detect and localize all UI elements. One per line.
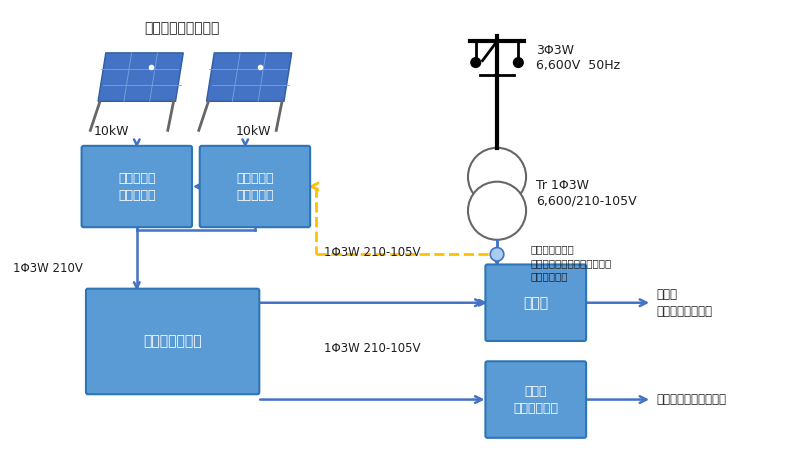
FancyBboxPatch shape xyxy=(200,146,310,227)
Text: Tr 1Φ3W
6,600/210-105V: Tr 1Φ3W 6,600/210-105V xyxy=(536,179,636,207)
FancyBboxPatch shape xyxy=(486,265,586,341)
Circle shape xyxy=(468,182,526,240)
Text: 防災用
コンセント盤: 防災用 コンセント盤 xyxy=(514,384,558,415)
Text: 10kW: 10kW xyxy=(235,125,271,138)
Polygon shape xyxy=(206,53,292,101)
Polygon shape xyxy=(98,53,183,101)
Text: 逆流検知継電器
（逆流検知でパワーコンディ
ショナ停止）: 逆流検知継電器 （逆流検知でパワーコンディ ショナ停止） xyxy=(531,245,612,281)
Text: 負荷へ
（校内照明など）: 負荷へ （校内照明など） xyxy=(657,288,713,318)
FancyBboxPatch shape xyxy=(86,288,259,394)
Text: 1Φ3W 210-105V: 1Φ3W 210-105V xyxy=(324,343,421,356)
Text: 盤内コンセントに供給: 盤内コンセントに供給 xyxy=(657,393,727,406)
FancyBboxPatch shape xyxy=(486,361,586,438)
Text: 蓄電池システム: 蓄電池システム xyxy=(143,335,202,349)
Text: 1Φ3W 210V: 1Φ3W 210V xyxy=(13,262,83,275)
Circle shape xyxy=(514,58,523,68)
Text: 10kW: 10kW xyxy=(94,125,129,138)
Text: パワーコン
ディショナ: パワーコン ディショナ xyxy=(118,171,155,201)
Text: 1Φ3W 210-105V: 1Φ3W 210-105V xyxy=(324,246,421,259)
Circle shape xyxy=(490,247,504,261)
Text: 太陽電池モジュール: 太陽電池モジュール xyxy=(145,21,220,35)
Text: パワーコン
ディショナ: パワーコン ディショナ xyxy=(236,171,274,201)
FancyBboxPatch shape xyxy=(82,146,192,227)
Circle shape xyxy=(471,58,481,68)
Circle shape xyxy=(468,148,526,206)
Text: 3Φ3W
6,600V  50Hz: 3Φ3W 6,600V 50Hz xyxy=(536,44,620,72)
Text: 電灯盤: 電灯盤 xyxy=(523,296,548,310)
